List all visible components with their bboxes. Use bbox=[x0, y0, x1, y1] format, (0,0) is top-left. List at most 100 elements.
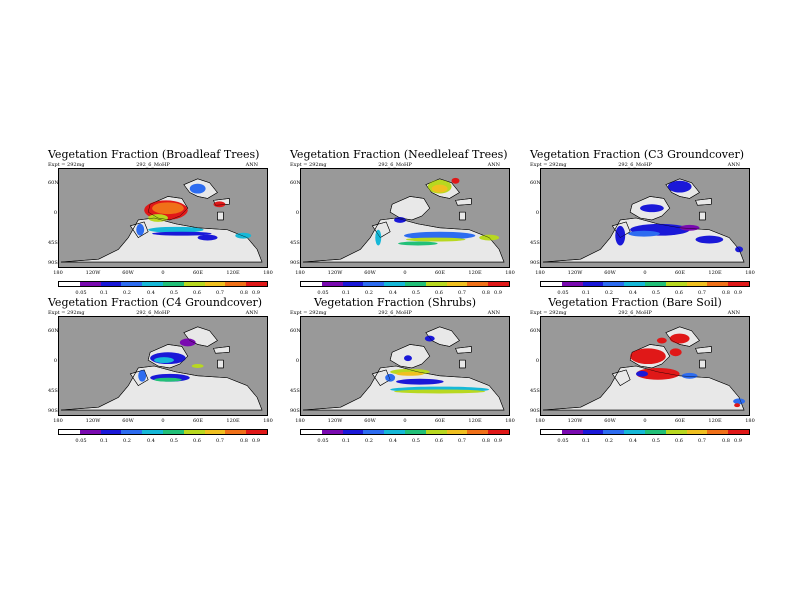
lat-tick-label: 0 bbox=[535, 210, 539, 216]
colorbar-swatch bbox=[541, 430, 562, 434]
colorbar-swatch bbox=[728, 282, 749, 286]
lon-tick-label: 0 bbox=[403, 270, 407, 276]
lat-tick-label: 60N bbox=[290, 328, 301, 334]
season-label: ANN bbox=[727, 310, 740, 316]
lat-tick-label: 90S bbox=[48, 408, 58, 414]
colorbar-tick-label: 0.7 bbox=[458, 438, 466, 444]
colorbar-swatch bbox=[488, 430, 509, 434]
colorbar-tick-label: 0.9 bbox=[734, 290, 742, 296]
colorbar-tick-label: 0.4 bbox=[147, 290, 155, 296]
lat-tick-label: 0 bbox=[53, 358, 57, 364]
lon-tick-label: 60E bbox=[192, 418, 204, 424]
lat-tick-label: 60N bbox=[48, 180, 59, 186]
colorbar-swatch bbox=[686, 282, 708, 286]
colorbar-tick-label: 0.6 bbox=[193, 290, 201, 296]
lon-tick-label: 0 bbox=[403, 418, 407, 424]
colorbar-tick-label: 0.8 bbox=[482, 438, 490, 444]
colorbar-swatch bbox=[342, 282, 364, 286]
lon-tick-label: 120E bbox=[708, 418, 722, 424]
season-label: ANN bbox=[245, 162, 258, 168]
colorbar-tick-label: 0.1 bbox=[582, 290, 590, 296]
colorbar-swatch bbox=[59, 282, 80, 286]
lon-tick-label: 60W bbox=[122, 270, 134, 276]
lon-tick-label: 60E bbox=[192, 270, 204, 276]
colorbar-swatch bbox=[301, 430, 322, 434]
colorbar-tick-label: 0.7 bbox=[216, 290, 224, 296]
colorbar-swatch bbox=[321, 282, 343, 286]
colorbar-tick-label: 0.6 bbox=[435, 290, 443, 296]
colorbar-swatch bbox=[121, 430, 143, 434]
lon-tick-label: 0 bbox=[643, 418, 647, 424]
experiment-label: Expt = 292mg bbox=[48, 310, 85, 316]
colorbar-swatch bbox=[100, 282, 122, 286]
colorbar-swatch bbox=[204, 282, 226, 286]
lon-tick-label: 120E bbox=[468, 270, 482, 276]
lat-tick-label: 60N bbox=[530, 328, 541, 334]
colorbar-swatch bbox=[162, 282, 184, 286]
lon-tick-label: 0 bbox=[161, 418, 165, 424]
map-panel: Vegetation Fraction (Shrubs) Expt = 292mg… bbox=[290, 296, 520, 456]
lon-tick-label: 60W bbox=[604, 270, 616, 276]
lat-tick-label: 45S bbox=[48, 388, 58, 394]
colorbar-swatch bbox=[246, 430, 267, 434]
colorbar bbox=[58, 429, 268, 435]
lon-tick-label: 180 bbox=[53, 270, 63, 276]
colorbar bbox=[540, 281, 750, 287]
map-panel: Vegetation Fraction (Needleleaf Trees) Ex… bbox=[290, 148, 520, 308]
colorbar-tick-label: 0.5 bbox=[412, 290, 420, 296]
colorbar-swatch bbox=[624, 430, 645, 434]
lon-tick-label: 0 bbox=[161, 270, 165, 276]
colorbar-swatch bbox=[321, 430, 343, 434]
lon-tick-label: 60E bbox=[434, 270, 446, 276]
colorbar-swatch bbox=[707, 430, 729, 434]
colorbar-tick-label: 0.4 bbox=[389, 290, 397, 296]
colorbar-tick-label: 0.9 bbox=[494, 290, 502, 296]
colorbar-swatch bbox=[384, 282, 405, 286]
colorbar-tick-label: 0.05 bbox=[557, 438, 569, 444]
map-panel: Vegetation Fraction (C4 Groundcover) Expt… bbox=[48, 296, 278, 456]
colorbar-swatch bbox=[467, 430, 489, 434]
lon-tick-label: 60W bbox=[364, 418, 376, 424]
lon-tick-label: 120E bbox=[226, 418, 240, 424]
lon-tick-label: 180 bbox=[295, 270, 305, 276]
lon-tick-label: 120W bbox=[327, 270, 343, 276]
colorbar-swatch bbox=[204, 430, 226, 434]
colorbar bbox=[58, 281, 268, 287]
colorbar-tick-label: 0.7 bbox=[698, 290, 706, 296]
colorbar-swatch bbox=[624, 282, 645, 286]
colorbar-tick-label: 0.2 bbox=[365, 438, 373, 444]
colorbar-tick-label: 0.6 bbox=[675, 290, 683, 296]
experiment-label: Expt = 292mg bbox=[530, 162, 567, 168]
lat-tick-label: 0 bbox=[535, 358, 539, 364]
lat-tick-label: 45S bbox=[530, 388, 540, 394]
panel-title: Vegetation Fraction (C3 Groundcover) bbox=[530, 148, 745, 161]
colorbar-tick-label: 0.9 bbox=[494, 438, 502, 444]
colorbar-tick-label: 0.05 bbox=[317, 438, 329, 444]
lat-tick-label: 90S bbox=[48, 260, 58, 266]
lon-tick-label: 180 bbox=[295, 418, 305, 424]
run-label: 292_6_MoHP bbox=[378, 162, 412, 168]
colorbar bbox=[540, 429, 750, 435]
colorbar-tick-label: 0.7 bbox=[698, 438, 706, 444]
colorbar-tick-label: 0.8 bbox=[482, 290, 490, 296]
colorbar-tick-label: 0.6 bbox=[435, 438, 443, 444]
experiment-label: Expt = 292mg bbox=[48, 162, 85, 168]
colorbar-swatch bbox=[246, 282, 267, 286]
panel-title: Vegetation Fraction (Bare Soil) bbox=[548, 296, 722, 309]
experiment-label: Expt = 292mg bbox=[290, 162, 327, 168]
colorbar-swatch bbox=[183, 430, 205, 434]
lat-tick-label: 45S bbox=[530, 240, 540, 246]
colorbar-tick-label: 0.4 bbox=[389, 438, 397, 444]
lon-tick-label: 0 bbox=[643, 270, 647, 276]
run-label: 292_6_MoHP bbox=[136, 310, 170, 316]
panel-title: Vegetation Fraction (Needleleaf Trees) bbox=[290, 148, 508, 161]
colorbar-tick-label: 0.8 bbox=[240, 290, 248, 296]
colorbar-tick-label: 0.5 bbox=[652, 438, 660, 444]
lat-tick-label: 90S bbox=[530, 260, 540, 266]
colorbar-tick-label: 0.4 bbox=[629, 290, 637, 296]
lat-tick-label: 90S bbox=[290, 260, 300, 266]
colorbar-tick-label: 0.05 bbox=[75, 438, 87, 444]
lon-tick-label: 180 bbox=[535, 418, 545, 424]
lon-tick-label: 60W bbox=[364, 270, 376, 276]
map-area bbox=[58, 168, 268, 268]
